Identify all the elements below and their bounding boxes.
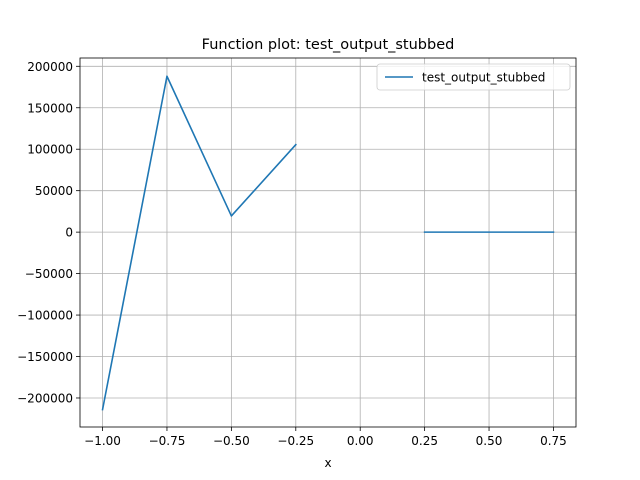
- plot-frame: [79, 57, 577, 428]
- y-tick-label: 150000: [27, 101, 73, 115]
- y-tick-label: −200000: [17, 391, 73, 405]
- x-tick-label: 0.50: [476, 434, 503, 448]
- y-tick-label: 100000: [27, 143, 73, 157]
- y-axis: −200000 −150000 −100000 −50000 0 50000 100000 1…: [17, 60, 80, 405]
- x-tick-label: −0.75: [149, 434, 186, 448]
- chart-title: Function plot: test_output_stubbed: [202, 37, 455, 53]
- y-tick-label: −100000: [17, 309, 73, 323]
- y-tick-label: 200000: [27, 60, 73, 74]
- x-tick-label: 0.75: [540, 434, 567, 448]
- x-tick-label: −0.25: [277, 434, 314, 448]
- series-line-segment: [101, 75, 297, 411]
- x-tick-label: 0.00: [347, 434, 374, 448]
- legend-label: test_output_stubbed: [422, 71, 545, 85]
- legend: test_output_stubbed: [376, 63, 571, 91]
- grid: [80, 58, 576, 427]
- x-tick-label: −1.00: [84, 434, 121, 448]
- series-layer: [101, 75, 555, 411]
- legend-box: [376, 63, 571, 91]
- y-tick-label: −150000: [17, 350, 73, 364]
- y-tick-label: 0: [65, 226, 73, 240]
- x-tick-label: 0.25: [411, 434, 438, 448]
- y-tick-label: −50000: [25, 267, 73, 281]
- x-axis: −1.00 −0.75 −0.50 −0.25 0.00 0.25 0.50 0.75: [84, 427, 567, 448]
- x-axis-label: x: [324, 456, 331, 470]
- x-tick-label: −0.50: [213, 434, 250, 448]
- y-tick-label: 50000: [35, 184, 73, 198]
